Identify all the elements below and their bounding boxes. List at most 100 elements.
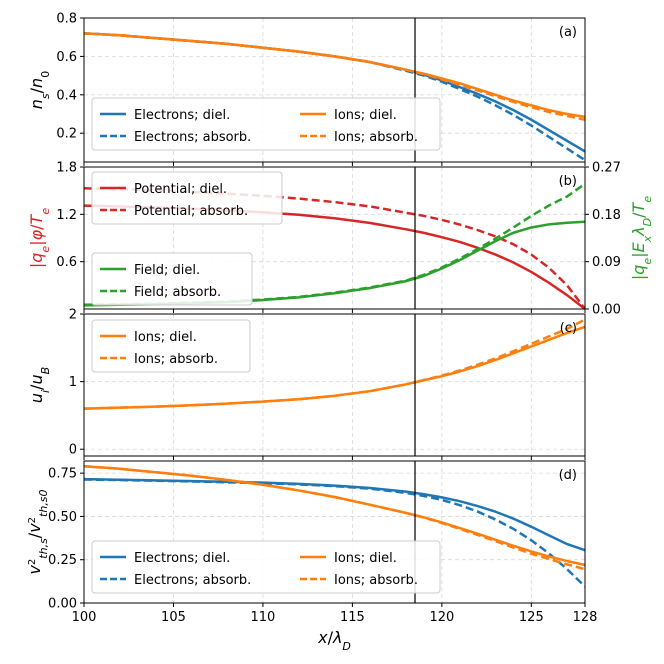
xlabel-part-3: D bbox=[342, 640, 350, 653]
frame-b bbox=[83, 166, 586, 310]
ylabel-c-part-0: u bbox=[27, 393, 46, 403]
legend-box-a bbox=[91, 97, 441, 151]
ylabel-c-part-1: i bbox=[39, 390, 52, 393]
ylabel-d-part-2: th,s bbox=[37, 538, 50, 559]
ytick-label-a-0: 0.2 bbox=[56, 127, 77, 142]
ytick-label-d-3: 0.75 bbox=[48, 467, 77, 482]
ylabel-c-part-2: / bbox=[27, 384, 46, 390]
xtick-label-5: 125 bbox=[519, 610, 544, 625]
xtick-label-3: 115 bbox=[340, 610, 365, 625]
xtick-label-4: 120 bbox=[429, 610, 454, 625]
legend-box-b-potential bbox=[91, 171, 283, 225]
legend-box-b-field bbox=[91, 252, 253, 306]
legend-box-d bbox=[91, 540, 441, 594]
legend-box-c bbox=[91, 319, 251, 373]
ytick-right-label-3: 0.27 bbox=[592, 161, 621, 176]
ylabel-right-b: |qe|ExλD/Te bbox=[629, 196, 654, 280]
legend-b-3-label: Field; absorb. bbox=[134, 285, 221, 300]
ylabel-a-part-3: n bbox=[27, 78, 46, 88]
legend-d-1-label: Electrons; absorb. bbox=[134, 573, 251, 588]
legend-b-0-label: Potential; diel. bbox=[134, 182, 227, 197]
ytick-label-d-0: 0.00 bbox=[48, 597, 77, 612]
ylabel-a-part-0: n bbox=[27, 99, 46, 109]
frame-c bbox=[83, 313, 586, 457]
legend-b-1-label: Potential; absorb. bbox=[134, 204, 248, 219]
legend-c-0-label: Ions; diel. bbox=[134, 330, 197, 345]
ytick-label-a-2: 0.6 bbox=[56, 50, 77, 65]
ylabel-d-part-3: / bbox=[25, 532, 44, 538]
xlabel-part-0: x bbox=[317, 628, 328, 647]
frame-d bbox=[83, 460, 586, 604]
legend-c: Ions; diel. Ions; absorb. bbox=[91, 319, 251, 373]
legend-c-1-label: Ions; absorb. bbox=[134, 352, 218, 367]
legend-b-field: Field; diel. Field; absorb. bbox=[91, 252, 253, 306]
ytick-label-d-2: 0.50 bbox=[48, 510, 77, 525]
xtick-label-1: 105 bbox=[161, 610, 186, 625]
ylabel-a: ns/n0 bbox=[27, 71, 52, 109]
xtick-label-2: 110 bbox=[251, 610, 276, 625]
ylabel-right-b-part-4: E bbox=[629, 241, 648, 252]
ytick-label-c-0: 0 bbox=[69, 443, 77, 458]
ylabel-b-part-1: q bbox=[27, 253, 46, 263]
ytick-label-a-3: 0.8 bbox=[56, 12, 77, 27]
legend-a-3-label: Ions; absorb. bbox=[334, 130, 418, 145]
series-d-0 bbox=[84, 477, 585, 552]
xtick-label-0: 100 bbox=[72, 610, 97, 625]
legend-a-2-label: Ions; diel. bbox=[334, 108, 397, 123]
ylabel-c-part-3: u bbox=[27, 374, 46, 384]
legend-a-0-label: Electrons; diel. bbox=[134, 108, 230, 123]
panel-label-d: (d) bbox=[559, 468, 577, 483]
ytick-label-c-1: 1 bbox=[69, 375, 77, 390]
panel-b: 0.61.21.80.000.090.180.27|qe|φ/Te|qe|Exλ… bbox=[27, 161, 654, 318]
xlabel-part-2: λ bbox=[332, 628, 342, 647]
ytick-label-b-1: 1.2 bbox=[56, 208, 77, 223]
ylabel-c-part-4: B bbox=[39, 367, 52, 375]
ytick-label-b-2: 1.8 bbox=[56, 161, 77, 176]
panel-a: 0.20.40.60.8ns/n0(a)Electrons; diel.Elec… bbox=[27, 12, 586, 166]
legend-d-3-label: Ions; absorb. bbox=[334, 573, 418, 588]
ylabel-a-part-2: / bbox=[27, 87, 46, 93]
ylabel-a-part-4: 0 bbox=[39, 71, 52, 78]
ytick-label-d-1: 0.25 bbox=[48, 553, 77, 568]
ytick-label-b-0: 0.6 bbox=[56, 255, 77, 270]
ylabel-c: ui/uB bbox=[27, 367, 52, 403]
ylabel-d-part-1: 2 bbox=[27, 559, 38, 565]
frame-a bbox=[83, 17, 586, 163]
ylabel-b-part-2: e bbox=[39, 246, 52, 253]
panel-d: 0.000.250.500.75v2th,s/v2th,s0(d)Electro… bbox=[25, 460, 586, 612]
ylabel-d-part-6: th,s0 bbox=[37, 489, 50, 517]
xtick-label-6: 128 bbox=[573, 610, 598, 625]
ylabel-right-b-part-9: T bbox=[629, 201, 648, 212]
ylabel-right-b-part-6: λ bbox=[629, 226, 648, 236]
ylabel-b-part-0: | bbox=[27, 263, 46, 268]
legend-d: Electrons; diel. Electrons; absorb. Ions; … bbox=[91, 540, 441, 594]
xlabel: x/λD bbox=[317, 628, 351, 653]
ylabel-right-b-part-8: / bbox=[629, 212, 648, 218]
legend-b-potential: Potential; diel. Potential; absorb. bbox=[91, 171, 283, 225]
ylabel-d: v2th,s/v2th,s0 bbox=[25, 489, 50, 574]
panel-label-c: (c) bbox=[560, 321, 577, 336]
ylabel-b-part-3: | bbox=[27, 240, 46, 245]
ylabel-b-part-5: / bbox=[27, 224, 46, 230]
ylabel-right-b-part-7: D bbox=[641, 218, 654, 226]
ylabel-right-b-part-0: | bbox=[629, 275, 648, 280]
ylabel-right-b-part-2: e bbox=[641, 258, 654, 265]
ylabel-right-b-part-10: e bbox=[641, 196, 654, 203]
ylabel-a-part-1: s bbox=[39, 93, 52, 99]
ylabel-d-part-4: v bbox=[25, 523, 44, 533]
panel-label-a: (a) bbox=[559, 25, 577, 40]
legend-d-2-label: Ions; diel. bbox=[334, 551, 397, 566]
ylabel-b-part-4: φ bbox=[27, 229, 46, 240]
ytick-right-label-1: 0.09 bbox=[592, 255, 621, 270]
xlabel-part-1: / bbox=[328, 628, 334, 647]
ylabel-right-b-part-3: | bbox=[629, 252, 648, 257]
legend-b-2-label: Field; diel. bbox=[134, 263, 200, 278]
ytick-right-label-2: 0.18 bbox=[592, 208, 621, 223]
ylabel-b: |qe|φ/Te bbox=[27, 208, 52, 268]
ylabel-b-part-6: T bbox=[27, 213, 46, 224]
ylabel-b-part-7: e bbox=[39, 208, 52, 215]
ylabel-right-b-part-1: q bbox=[629, 265, 648, 275]
legend-d-0-label: Electrons; diel. bbox=[134, 551, 230, 566]
